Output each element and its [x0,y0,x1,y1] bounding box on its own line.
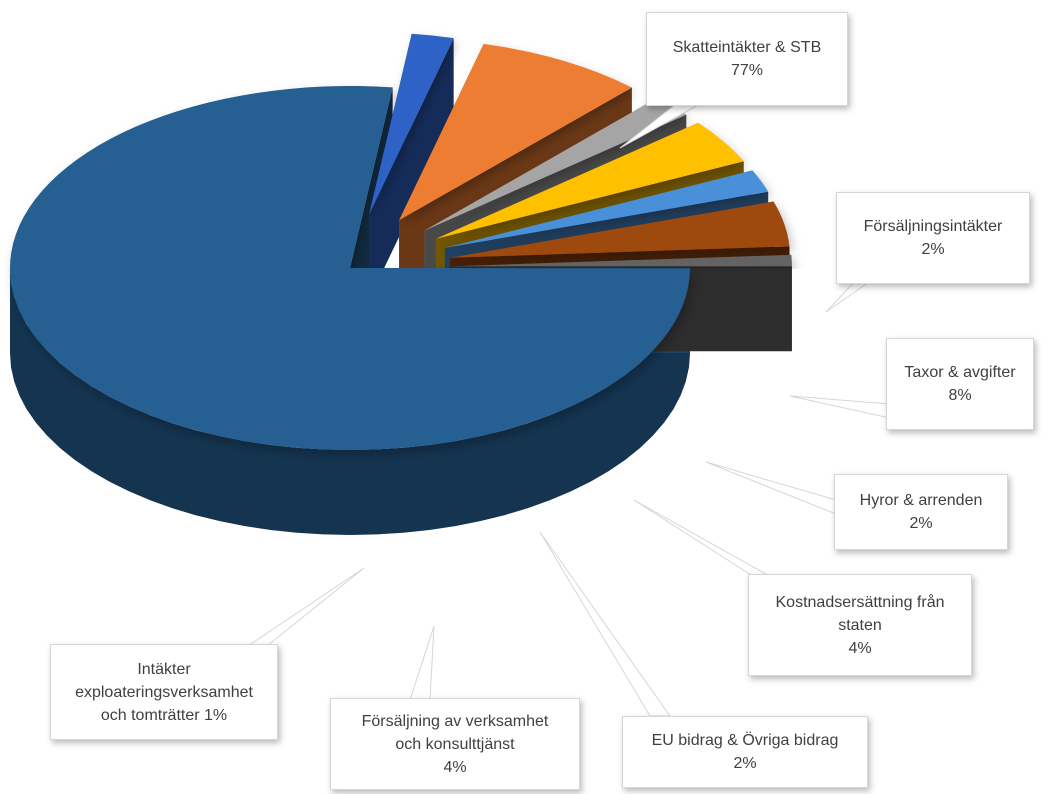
callout-kostnadsersattning-line-1: Kostnadsersättning från [775,593,945,611]
leader-hyror [705,461,837,515]
slice-hyror [424,97,687,231]
slice-skatteintakter [10,86,691,451]
leader-forsaljningsintakter [825,279,874,313]
leader-intakter-exploatering [240,567,365,651]
callout-intakter-exploatering: Intäkter exploateringsverksamhet och tom… [50,644,278,740]
callout-intakter-exploatering-line-2: exploateringsverksamhet [75,683,253,701]
callout-intakter-exploatering-line-1: Intäkter [137,660,191,678]
slice-eu-bidrag [444,170,769,248]
callout-skatteintakter-line-2: 77% [730,62,764,79]
callout-intakter-exploatering-line-3: och tomträtter 1% [100,706,228,724]
slice-taxor [399,43,632,221]
callout-forsaljningsintakter: Försäljningsintäkter 2% [836,192,1030,284]
callout-hyror: Hyror & arrenden 2% [834,474,1008,550]
callout-taxor-line-2: 8% [948,387,972,404]
slice-face-forsaljningsintakter-1 [369,38,454,300]
callout-kostnadsersattning: Kostnadsersättning från staten 4% [748,574,972,676]
callout-forsaljning-verksamhet-line-2: och konsulttjänst [395,735,515,753]
callout-forsaljningsintakter-line-1: Försäljningsintäkter [863,218,1003,235]
slice-rim-skatteintakter [10,268,690,535]
slice-intakter-exploatering [451,254,792,267]
callout-taxor: Taxor & avgifter 8% [886,338,1034,430]
callout-hyror-line-2: 2% [909,515,933,532]
callout-taxor-line-1: Taxor & avgifter [904,364,1016,381]
callout-eu-bidrag-line-1: EU bidrag & Övriga bidrag [651,732,839,749]
callout-eu-bidrag: EU bidrag & Övriga bidrag 2% [622,716,868,788]
callout-eu-bidrag-line-2: 2% [733,755,757,772]
callout-kostnadsersattning-line-2: staten [838,616,882,634]
slice-forsaljningsintakter [369,33,454,215]
slice-forsaljning-verksamhet [450,201,790,258]
callout-hyror-line-1: Hyror & arrenden [859,492,983,509]
callout-forsaljning-verksamhet: Försäljning av verksamhet och konsulttjä… [330,698,580,790]
callout-forsaljning-verksamhet-line-1: Försäljning av verksamhet [361,712,549,730]
callout-forsaljningsintakter-line-2: 2% [921,241,945,258]
callout-skatteintakter: Skatteintäkter & STB 77% [646,12,848,106]
callout-forsaljning-verksamhet-line-3: 4% [443,758,467,776]
leader-eu-bidrag [539,531,671,717]
callout-kostnadsersattning-line-3: 4% [848,639,872,657]
leader-taxor [789,395,891,419]
callout-skatteintakter-line-1: Skatteintäkter & STB [672,39,822,56]
leader-kostnadsersattning [633,499,782,583]
slice-kostnadsersattning [436,122,744,239]
leader-forsaljning-verksamhet [409,625,435,701]
